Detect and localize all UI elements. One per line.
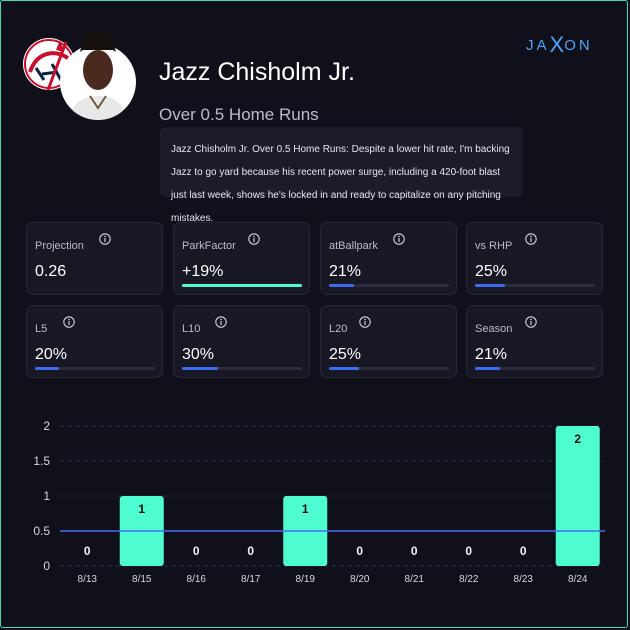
stat-card-atballpark: atBallpark 21% xyxy=(320,222,457,295)
stat-card-l10: L10 30% xyxy=(173,305,310,378)
stat-value: 25% xyxy=(475,263,508,280)
stat-value: 30% xyxy=(182,346,215,363)
stat-label: ParkFactor xyxy=(182,240,236,252)
stat-progress-track xyxy=(182,284,302,287)
stat-label: L20 xyxy=(329,323,348,335)
brand-logo: JAXON xyxy=(526,30,593,57)
stat-label: L5 xyxy=(35,323,48,335)
stat-card-l20: L20 25% xyxy=(320,305,457,378)
player-avatar xyxy=(60,30,136,120)
x-tick-label: 8/16 xyxy=(187,574,207,585)
stat-progress-track xyxy=(329,284,449,287)
x-tick-label: 8/19 xyxy=(296,574,316,585)
bar xyxy=(555,426,600,566)
bar-data-label: 1 xyxy=(302,502,309,516)
x-tick-label: 8/21 xyxy=(405,574,425,585)
bar-data-label: 0 xyxy=(520,544,527,558)
stat-card-l5: L5 20% xyxy=(26,305,163,378)
bar-data-label: 0 xyxy=(411,544,418,558)
bar-data-label: 0 xyxy=(465,544,472,558)
info-icon[interactable] xyxy=(99,233,111,245)
bar-data-label: 1 xyxy=(138,502,145,516)
stat-value: +19% xyxy=(182,263,224,280)
stat-value: 21% xyxy=(329,263,362,280)
stat-progress-track xyxy=(475,367,595,370)
x-tick-label: 8/13 xyxy=(78,574,98,585)
bar-data-label: 0 xyxy=(84,544,91,558)
x-tick-label: 8/17 xyxy=(241,574,261,585)
stat-progress-fill xyxy=(182,284,302,287)
home-run-bar-chart: 0 0.5 1 1.5 2 0 8/13 1 8/15 0 8/16 0 8/17 1 8/19 0 8/20 0… xyxy=(33,419,605,585)
stat-progress-track xyxy=(35,367,155,370)
info-icon[interactable] xyxy=(248,233,260,245)
bar-data-label: 0 xyxy=(247,544,254,558)
info-icon[interactable] xyxy=(215,316,227,328)
stat-card-season: Season 21% xyxy=(466,305,603,378)
prop-title: Over 0.5 Home Runs xyxy=(159,105,319,124)
bar-data-label: 2 xyxy=(574,432,581,446)
stat-label: Projection xyxy=(35,240,84,252)
stat-progress-fill xyxy=(35,367,59,370)
stat-progress-fill xyxy=(475,367,501,370)
stat-progress-track xyxy=(329,367,449,370)
brand-text-x: X xyxy=(549,32,565,57)
x-tick-label: 8/23 xyxy=(514,574,534,585)
stat-value: 25% xyxy=(329,346,362,363)
stat-progress-fill xyxy=(182,367,218,370)
info-icon[interactable] xyxy=(63,316,75,328)
y-tick-label: 0 xyxy=(43,559,50,573)
info-icon[interactable] xyxy=(525,233,537,245)
y-tick-label: 1.5 xyxy=(33,454,50,468)
stat-value: 20% xyxy=(35,346,68,363)
y-tick-label: 2 xyxy=(43,419,50,433)
x-tick-label: 8/22 xyxy=(459,574,479,585)
brand-text-post: ON xyxy=(564,37,593,54)
stat-progress-track xyxy=(475,284,595,287)
x-tick-label: 8/20 xyxy=(350,574,370,585)
x-tick-label: 8/24 xyxy=(568,574,588,585)
stat-card-vs-rhp: vs RHP 25% xyxy=(466,222,603,295)
stat-card-projection: Projection 0.26 xyxy=(26,222,163,295)
stat-progress-fill xyxy=(329,284,355,287)
stat-label: Season xyxy=(475,323,513,335)
y-tick-label: 1 xyxy=(43,489,50,503)
y-tick-label: 0.5 xyxy=(33,524,50,538)
info-icon[interactable] xyxy=(359,316,371,328)
stat-label: vs RHP xyxy=(475,240,513,252)
brand-text-pre: JA xyxy=(526,37,550,54)
stat-progress-fill xyxy=(475,284,505,287)
stat-value: 0.26 xyxy=(35,263,67,280)
player-name: Jazz Chisholm Jr. xyxy=(159,58,355,86)
stat-label: atBallpark xyxy=(329,240,378,252)
stat-value: 21% xyxy=(475,346,508,363)
x-tick-label: 8/15 xyxy=(132,574,152,585)
info-icon[interactable] xyxy=(393,233,405,245)
info-icon[interactable] xyxy=(525,316,537,328)
stat-progress-track xyxy=(182,367,302,370)
stat-card-parkfactor: ParkFactor +19% xyxy=(173,222,310,295)
bar-data-label: 0 xyxy=(193,544,200,558)
stat-progress-fill xyxy=(329,367,359,370)
analysis-blurb: Jazz Chisholm Jr. Over 0.5 Home Runs: De… xyxy=(160,127,523,224)
stat-label: L10 xyxy=(182,323,201,335)
bar-data-label: 0 xyxy=(356,544,363,558)
